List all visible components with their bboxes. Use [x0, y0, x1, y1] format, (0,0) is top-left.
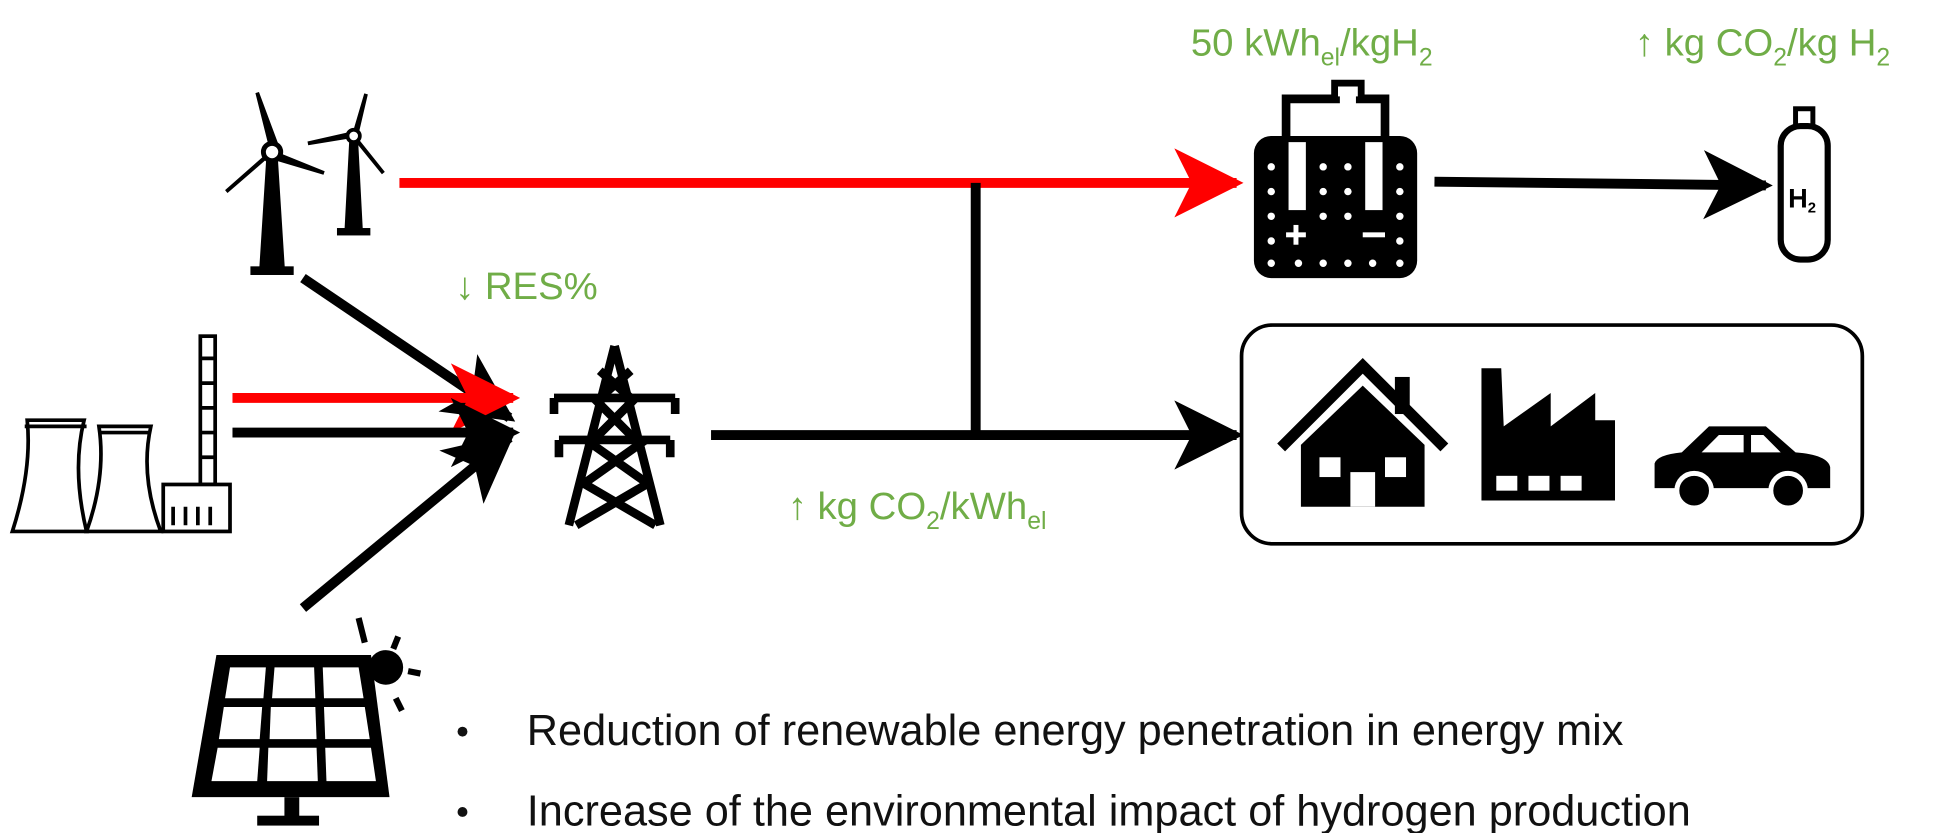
flows [232, 148, 1773, 612]
foot [257, 815, 320, 826]
solar-panel [191, 617, 422, 826]
bullet: Increase of the environmental impact of … [527, 788, 1691, 833]
arrow [299, 433, 515, 612]
bullet-dot [457, 807, 468, 817]
pylon [549, 344, 680, 529]
annotation: 50 kWhel/kgH2 [1191, 22, 1433, 72]
cooling-tower [9, 418, 89, 534]
sun [368, 650, 404, 685]
blades [307, 93, 385, 175]
cooling-tower [83, 424, 164, 534]
electrolyzer [1253, 79, 1418, 279]
power-plant [9, 334, 232, 534]
consumers [1239, 323, 1865, 546]
tank-label: H2 [1788, 183, 1816, 217]
base [336, 228, 371, 236]
annotation: ↑ kg CO2/kWhel [788, 485, 1047, 535]
wind-turbines [225, 92, 385, 275]
annotation: ↑ kg CO2/kg H2 [1635, 22, 1890, 72]
annotation: ↓ RES% [455, 265, 598, 308]
tower [259, 153, 286, 273]
cells [211, 667, 376, 782]
sun-rays [355, 617, 422, 713]
details [24, 356, 216, 526]
hub [260, 140, 284, 164]
base [250, 266, 294, 275]
bullet: Reduction of renewable energy penetratio… [527, 707, 1624, 755]
hydrogen-tank: H2 [1777, 106, 1831, 263]
bullet-dot [457, 726, 468, 737]
arrow [1434, 150, 1773, 220]
hub [345, 127, 362, 144]
tower [344, 137, 363, 233]
